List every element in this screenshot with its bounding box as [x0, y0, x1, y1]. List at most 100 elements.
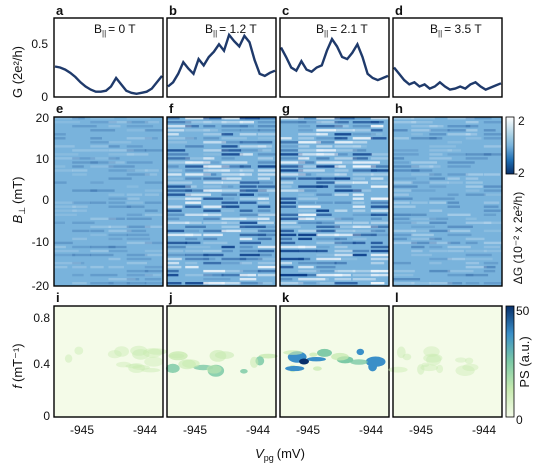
- map-stripe: [257, 221, 274, 224]
- map-stripe: [126, 237, 151, 241]
- map-stripe: [316, 217, 342, 220]
- map-stripe: [429, 149, 452, 152]
- map-stripe: [144, 253, 163, 257]
- map-stripe: [72, 209, 87, 212]
- map-stripe: [185, 221, 202, 224]
- map-stripe: [144, 189, 163, 192]
- map-stripe: [90, 121, 117, 124]
- map-stripe: [298, 169, 325, 172]
- panel-letter-k: k: [282, 290, 290, 305]
- map-stripe: [221, 273, 248, 277]
- map-stripe: [334, 133, 352, 136]
- map-stripe: [185, 229, 200, 233]
- map-stripe: [334, 173, 347, 176]
- map-stripe: [429, 157, 452, 160]
- map-stripe: [334, 201, 352, 204]
- map-stripe: [334, 229, 356, 233]
- map-stripe: [239, 253, 260, 257]
- map-stripe: [203, 141, 227, 144]
- map-stripe: [54, 145, 75, 148]
- map-stripe: [239, 117, 260, 120]
- map-stripe: [280, 197, 297, 200]
- map-stripe: [239, 169, 254, 172]
- map-stripe: [108, 153, 135, 156]
- map-stripe: [447, 273, 474, 277]
- map-stripe: [126, 205, 145, 208]
- map-stripe: [72, 157, 96, 160]
- spectrum-feature: [417, 364, 425, 375]
- map-stripe: [203, 269, 226, 273]
- map-stripe: [447, 173, 469, 176]
- panel-frame-g: [279, 116, 390, 287]
- map-stripe: [167, 177, 184, 180]
- colorbar-ps-label: PS (a.u.): [517, 336, 532, 387]
- map-stripe: [298, 165, 325, 168]
- map-stripe: [334, 253, 355, 257]
- map-stripe: [185, 201, 202, 204]
- map-stripe: [334, 273, 351, 277]
- spectra-ytick-0: 0.8: [33, 311, 50, 325]
- map-stripe: [352, 209, 366, 212]
- map-stripe: [167, 161, 193, 164]
- xtick-j-1: -944: [246, 423, 270, 437]
- map-stripe: [483, 193, 502, 196]
- map-stripe: [280, 137, 292, 140]
- map-stripe: [411, 125, 438, 128]
- map-stripe: [483, 153, 502, 156]
- map-stripe: [108, 121, 132, 124]
- map-stripe: [185, 233, 202, 237]
- map-stripe: [203, 189, 222, 192]
- panel-letter-f: f: [169, 101, 174, 116]
- map-stripe: [298, 121, 322, 124]
- panel-frame-j: [166, 305, 277, 418]
- map-stripe: [108, 145, 120, 148]
- map-stripe: [257, 269, 276, 273]
- map-stripe: [429, 129, 450, 132]
- map-stripe: [429, 177, 445, 180]
- map-stripe: [239, 197, 266, 200]
- map-stripe: [483, 145, 502, 148]
- map-stripe: [334, 141, 353, 144]
- map-stripe: [298, 117, 320, 120]
- spectrum-feature: [455, 357, 467, 363]
- map-stripe: [352, 137, 373, 140]
- map-stripe: [90, 149, 109, 152]
- map-stripe: [316, 129, 336, 132]
- spectrum-peak: [299, 358, 309, 365]
- map-stripe: [257, 225, 276, 228]
- map-stripe: [334, 225, 361, 228]
- map-stripe: [167, 193, 192, 196]
- map-stripe: [370, 129, 383, 132]
- map-stripe: [483, 221, 502, 224]
- map-stripe: [126, 153, 149, 156]
- spectrum-feature: [125, 363, 142, 369]
- map-stripe: [316, 201, 333, 204]
- panel-frame-i: [53, 305, 164, 418]
- map-stripe: [90, 233, 107, 237]
- map-stripe: [167, 137, 195, 140]
- map-stripe: [257, 265, 276, 269]
- spectrum-feature: [421, 362, 430, 367]
- colorbar-delta-g-min: -2: [514, 166, 525, 180]
- map-stripe: [298, 189, 317, 192]
- map-stripe: [429, 197, 455, 200]
- panel-frame-c: [279, 17, 390, 98]
- map-stripe: [298, 157, 310, 160]
- map-stripe: [393, 185, 418, 188]
- map-stripe: [298, 217, 315, 220]
- map-stripe: [185, 161, 211, 164]
- map-stripe: [144, 181, 163, 184]
- map-stripe: [185, 177, 202, 180]
- map-stripe: [352, 249, 370, 253]
- map-stripe: [257, 253, 272, 257]
- map-stripe: [411, 129, 431, 132]
- map-stripe: [239, 237, 253, 241]
- map-stripe: [257, 165, 276, 168]
- spectrum-feature: [423, 353, 443, 363]
- panel-f: f: [166, 101, 277, 287]
- map-stripe: [465, 137, 482, 140]
- map-stripe: [90, 161, 116, 164]
- map-stripe: [298, 201, 315, 204]
- maps-ytick-0: 20: [36, 111, 50, 125]
- map-stripe: [483, 265, 496, 269]
